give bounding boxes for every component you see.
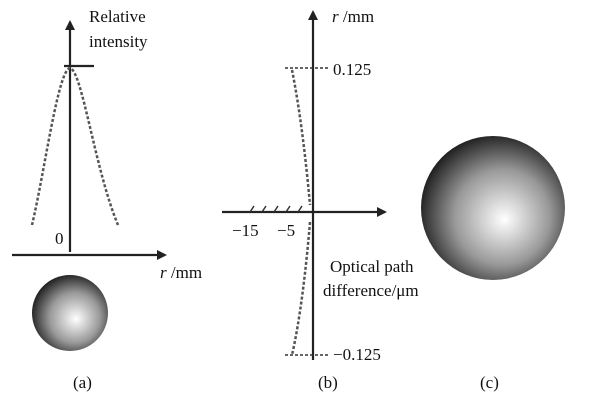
gaussian-curve (32, 68, 118, 225)
opd-curve (292, 70, 310, 205)
y-axis-label: intensity (89, 32, 148, 51)
panel-c: (c) (421, 136, 565, 392)
opd-curve (292, 222, 310, 355)
sphere (32, 275, 108, 351)
figure: Relative intensity 0 r /mm (a) r /mm 0.1… (0, 0, 593, 398)
axis-unit: /mm (339, 7, 374, 26)
y-tick-label: −0.125 (333, 345, 381, 364)
x-axis-label: Optical path (330, 257, 414, 276)
x-axis-label: r /mm (160, 263, 202, 282)
panel-a: Relative intensity 0 r /mm (a) (12, 7, 202, 392)
caption: (b) (318, 373, 338, 392)
panel-b: r /mm 0.125 −0.125 −15 −5 Optical path d… (222, 7, 419, 392)
y-tick-label: 0.125 (333, 60, 371, 79)
sphere (421, 136, 565, 280)
x-tick-label: −5 (277, 221, 295, 240)
x-tick-label: −15 (232, 221, 259, 240)
origin-label: 0 (55, 229, 64, 248)
y-axis-label: r /mm (332, 7, 374, 26)
caption: (c) (480, 373, 499, 392)
axis-unit: /mm (167, 263, 202, 282)
x-axis-label: difference/μm (323, 281, 419, 300)
caption: (a) (73, 373, 92, 392)
y-axis-label: Relative (89, 7, 146, 26)
